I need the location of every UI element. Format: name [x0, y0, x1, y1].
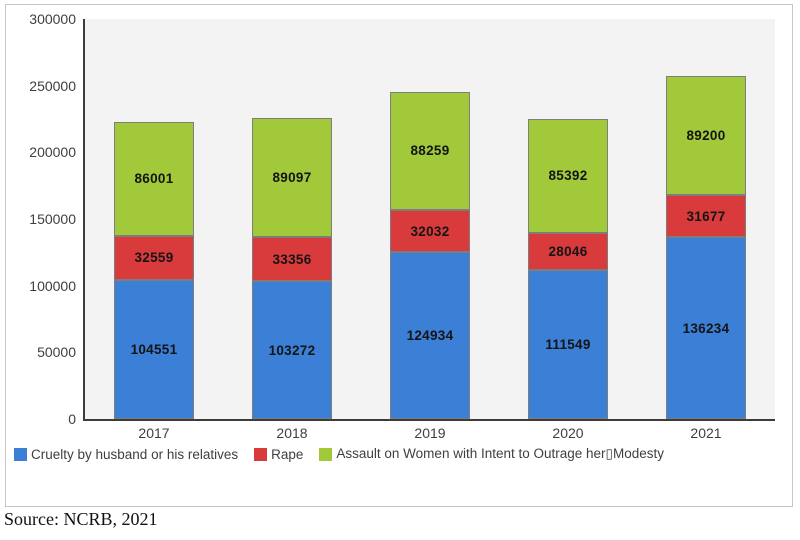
legend-swatch-icon: [254, 447, 268, 461]
y-tick-label: 0: [68, 411, 76, 427]
bar-segment-2021: 31677: [666, 195, 746, 238]
bar-value-label: 89200: [686, 128, 726, 144]
bar-value-label: 86001: [134, 171, 174, 187]
source-note: Source: NCRB, 2021: [4, 509, 158, 529]
bar-value-label: 85392: [548, 168, 588, 184]
bar-segment-2020: 111549: [528, 270, 608, 419]
bar-segment-2019: 124934: [390, 252, 470, 419]
bar-value-label: 28046: [548, 244, 588, 260]
bar-value-label: 88259: [410, 143, 450, 159]
bar-segment-2017: 32559: [114, 236, 194, 280]
legend-item: Cruelty by husband or his relatives: [14, 447, 238, 462]
y-tick-label: 150000: [29, 211, 76, 227]
bar-value-label: 32032: [410, 223, 450, 239]
bar-segment-2019: 88259: [390, 92, 470, 210]
x-tick-label: 2019: [414, 425, 446, 441]
legend-item: Rape: [254, 447, 303, 462]
bar-value-label: 33356: [272, 251, 312, 267]
legend-label: Cruelty by husband or his relatives: [31, 446, 239, 462]
bar-segment-2018: 89097: [252, 118, 332, 237]
y-tick-label: 100000: [29, 277, 76, 294]
bar-value-label: 104551: [130, 341, 178, 357]
bar-segment-2018: 33356: [252, 236, 332, 282]
y-tick-label: 250000: [29, 77, 76, 94]
legend-swatch-icon: [14, 447, 27, 461]
x-tick-label: 2020: [552, 425, 584, 441]
bar-segment-2017: 104551: [114, 279, 194, 419]
bar-value-label: 124934: [406, 328, 454, 344]
x-tick-label: 2018: [276, 425, 308, 441]
bar-segment-2020: 85392: [528, 119, 608, 233]
legend-label: Assault on Women with Intent to Outrage …: [336, 446, 664, 461]
y-axis-line: [83, 19, 85, 421]
legend: Cruelty by husband or his relatives Rape A…: [14, 446, 790, 462]
legend-label: Rape: [271, 446, 304, 462]
bar-segment-2018: 103272: [252, 281, 332, 419]
legend-swatch-icon: [319, 447, 333, 461]
x-tick-label: 2021: [690, 425, 722, 441]
bar-value-label: 31677: [686, 208, 726, 224]
bar-segment-2021: 89200: [666, 76, 746, 196]
bar-value-label: 103272: [268, 342, 316, 358]
bar-value-label: 111549: [545, 337, 591, 353]
y-tick-label: 300000: [29, 11, 76, 27]
bar-segment-2020: 28046: [528, 232, 608, 271]
bar-value-label: 32559: [134, 250, 174, 266]
bar-segment-2019: 32032: [390, 209, 470, 253]
x-tick-label: 2017: [138, 425, 170, 441]
y-tick-label: 200000: [29, 144, 76, 161]
bar-value-label: 136234: [682, 320, 730, 336]
bar-segment-2021: 136234: [666, 237, 746, 419]
y-tick-label: 50000: [37, 344, 76, 361]
bar-value-label: 89097: [272, 169, 312, 185]
legend-item: Assault on Women with Intent to Outrage …: [319, 446, 664, 462]
x-axis-line: [83, 419, 775, 421]
bar-segment-2017: 86001: [114, 121, 194, 237]
